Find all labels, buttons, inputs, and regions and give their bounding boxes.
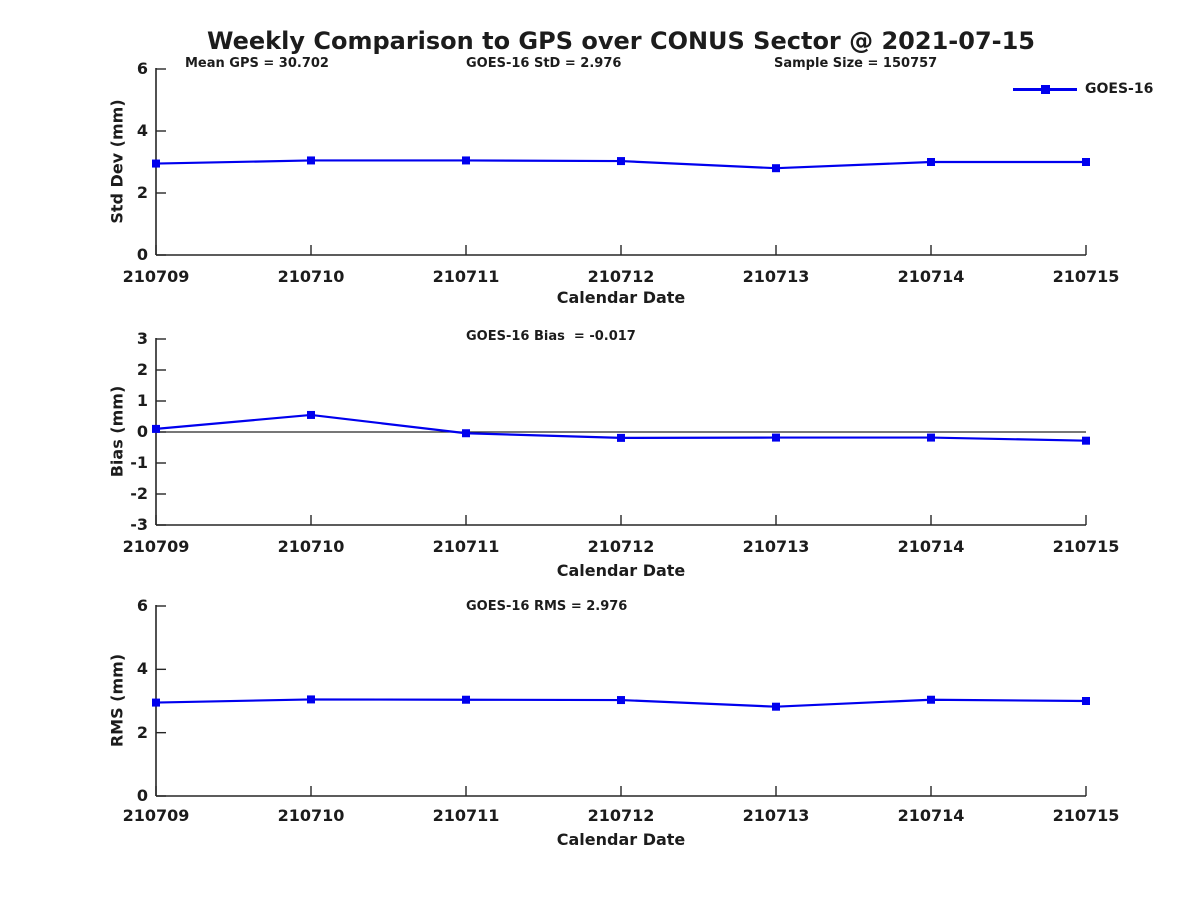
data-point-marker	[307, 410, 315, 419]
x-tick-label: 210711	[432, 267, 500, 286]
x-tick-label: 210710	[277, 806, 345, 825]
data-point-marker	[772, 433, 780, 442]
data-point-marker	[772, 702, 780, 711]
annotation-mean-gps: Mean GPS = 30.702	[185, 56, 329, 71]
y-tick-label: -3	[130, 515, 148, 534]
data-point-marker	[462, 429, 470, 438]
y-tick-label: 4	[136, 659, 148, 679]
y-tick-label: 6	[136, 596, 148, 615]
x-tick-label: 210709	[122, 806, 190, 825]
data-point-marker	[617, 696, 625, 705]
annotation-goes16-bias: GOES-16 Bias = -0.017	[466, 329, 636, 344]
x-tick-label: 210712	[587, 537, 655, 556]
data-point-marker	[1082, 436, 1090, 445]
x-tick-label: 210715	[1052, 806, 1120, 825]
data-point-marker	[307, 695, 315, 704]
x-tick-label: 210710	[277, 537, 345, 556]
y-tick-label: 0	[136, 422, 148, 441]
figure-title: Weekly Comparison to GPS over CONUS Sect…	[206, 27, 1035, 55]
data-point-marker	[462, 156, 470, 165]
y-tick-label: 4	[136, 121, 148, 140]
data-point-marker	[617, 433, 625, 442]
data-point-marker	[152, 159, 160, 168]
data-point-marker	[462, 695, 470, 704]
y-tick-label: 3	[136, 329, 148, 348]
y-tick-label: 1	[136, 391, 148, 410]
x-tick-label: 210711	[432, 806, 500, 825]
annotation-sample-size: Sample Size = 150757	[774, 56, 938, 71]
x-tick-label: 210714	[897, 537, 965, 556]
x-tick-label: 210715	[1052, 537, 1120, 556]
x-tick-label: 210715	[1052, 267, 1120, 286]
y-tick-label: 2	[136, 360, 148, 379]
x-tick-label: 210713	[742, 537, 810, 556]
y-tick-label: 6	[136, 59, 148, 78]
x-tick-label: 210713	[742, 267, 810, 286]
data-point-marker	[617, 157, 625, 166]
y-tick-label: 2	[136, 183, 148, 202]
annotation-goes16-rms: GOES-16 RMS = 2.976	[466, 599, 628, 614]
x-axis-label-3: Calendar Date	[556, 830, 686, 849]
x-tick-label: 210709	[122, 267, 190, 286]
data-point-marker	[927, 695, 935, 704]
data-point-marker	[307, 156, 315, 165]
annotation-goes16-std: GOES-16 StD = 2.976	[466, 56, 622, 71]
data-point-marker	[152, 424, 160, 433]
x-tick-label: 210711	[432, 537, 500, 556]
legend-line-sample	[1013, 84, 1077, 94]
data-point-marker	[772, 164, 780, 173]
x-tick-label: 210713	[742, 806, 810, 825]
x-tick-label: 210710	[277, 267, 345, 286]
y-tick-label: -2	[130, 484, 148, 503]
x-axis-label-2: Calendar Date	[556, 561, 686, 580]
data-point-marker	[1082, 697, 1090, 705]
x-tick-label: 210712	[587, 267, 655, 286]
legend-square-marker-icon	[1041, 84, 1050, 94]
legend: GOES-16	[1013, 81, 1153, 97]
y-tick-label: -1	[130, 453, 148, 472]
legend-label: GOES-16	[1085, 81, 1154, 97]
data-point-marker	[1082, 158, 1090, 166]
data-point-marker	[152, 698, 160, 707]
y-tick-label: 0	[136, 245, 148, 264]
x-tick-label: 210712	[587, 806, 655, 825]
x-tick-label: 210714	[897, 806, 965, 825]
x-tick-label: 210714	[897, 267, 965, 286]
y-tick-label: 2	[136, 722, 148, 742]
data-point-marker	[927, 158, 935, 166]
y-tick-label: 0	[136, 786, 148, 805]
x-axis-label-1: Calendar Date	[556, 288, 686, 307]
data-point-marker	[927, 433, 935, 442]
x-tick-label: 210709	[122, 537, 190, 556]
